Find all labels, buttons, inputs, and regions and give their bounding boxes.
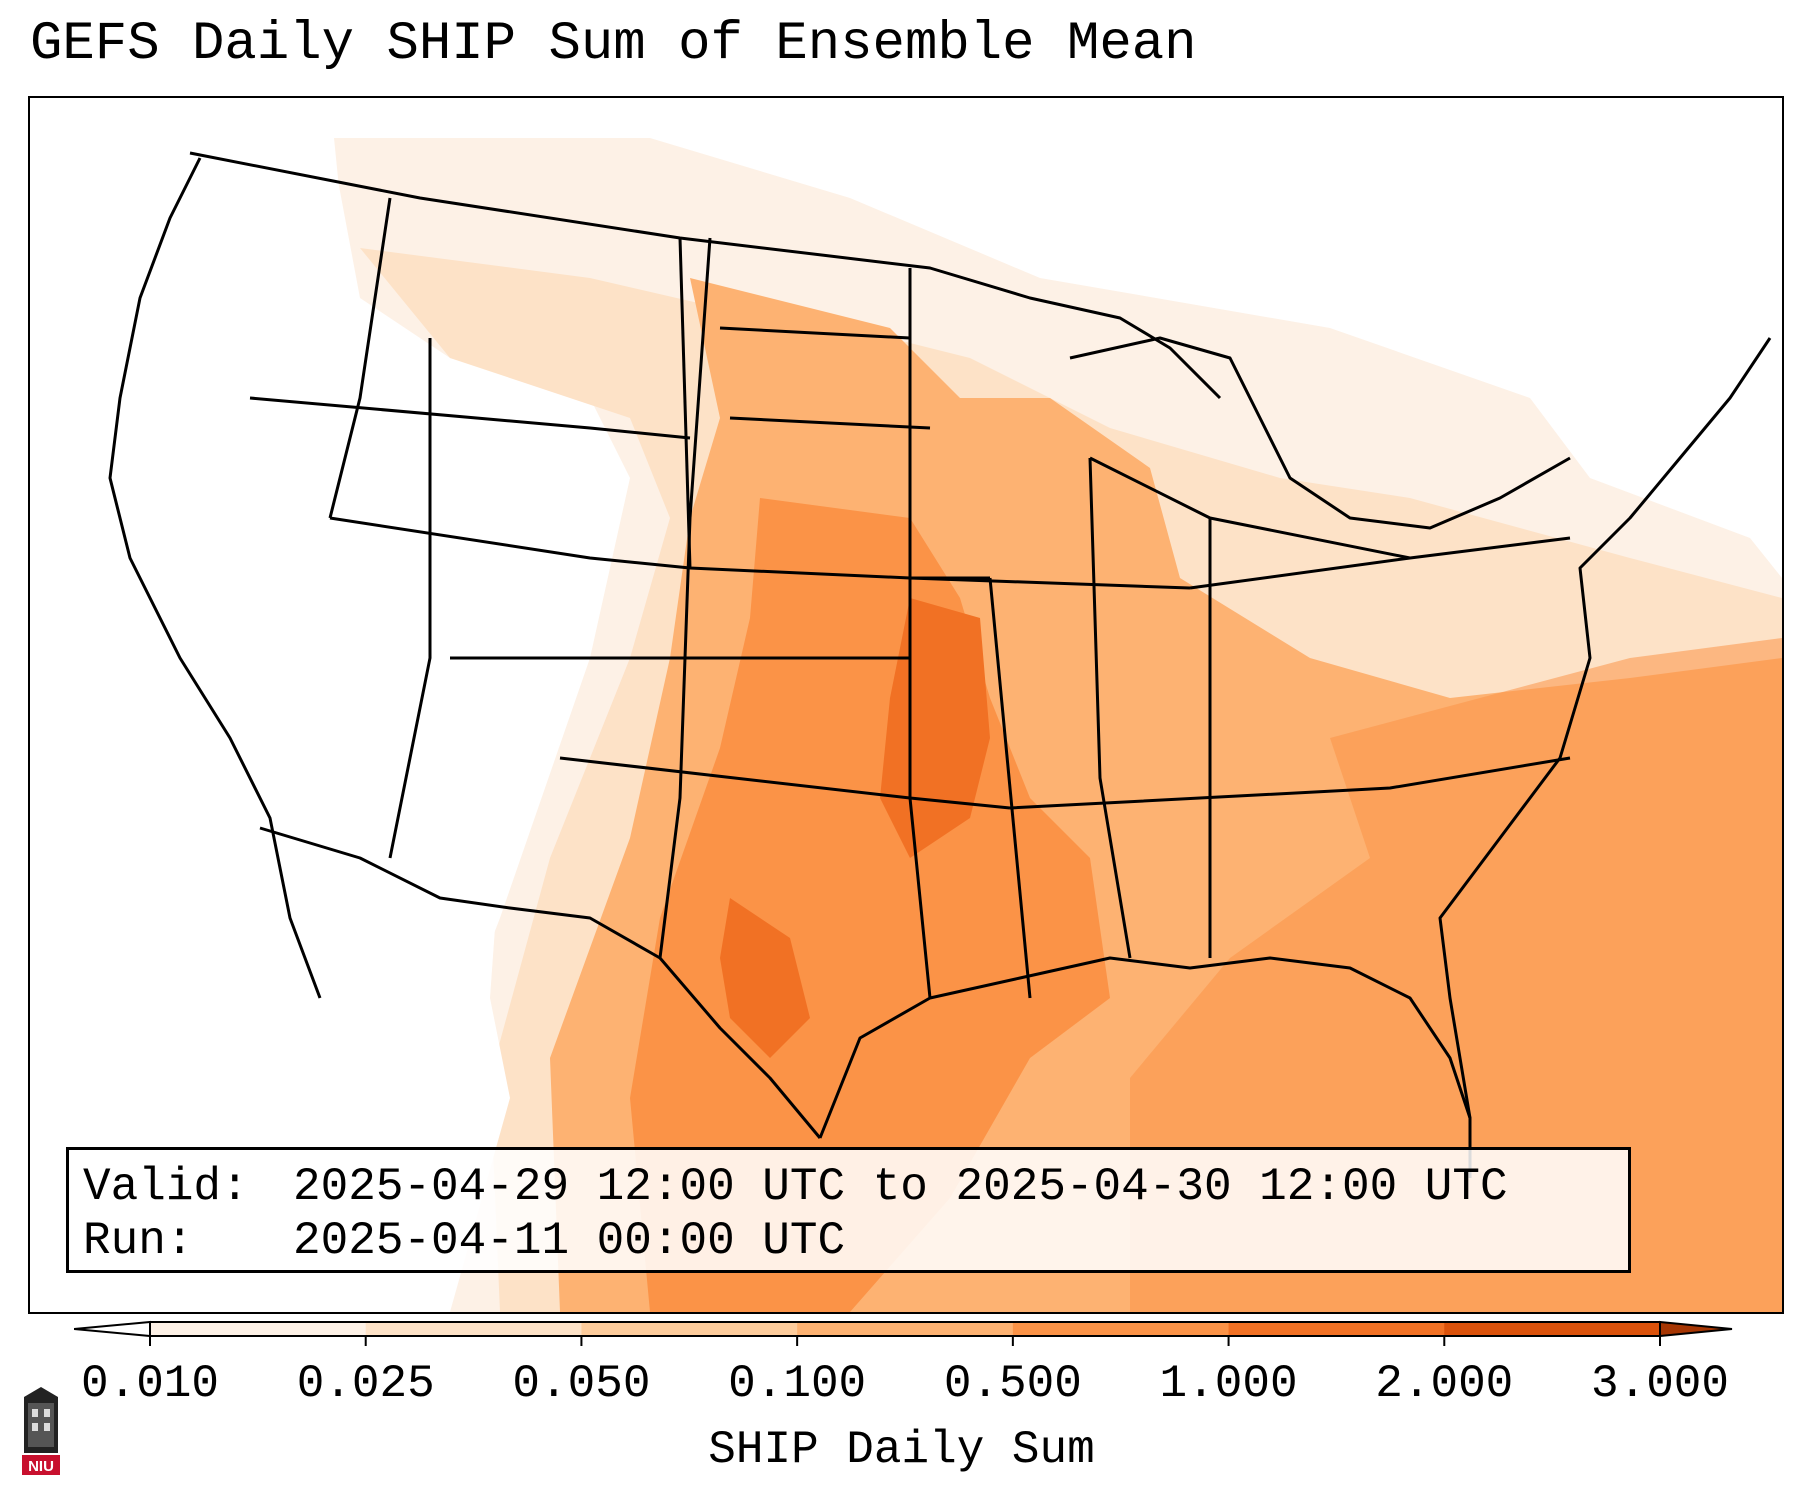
ship-shading <box>30 98 1782 1312</box>
niu-logo: NIU <box>22 1387 60 1475</box>
shade-level-4 <box>630 498 1110 1312</box>
valid-label: Valid: <box>83 1161 249 1213</box>
colorbar-segments <box>74 1320 1733 1338</box>
shade-level-5 <box>880 598 990 858</box>
colorbar-tick-label: 0.100 <box>728 1358 867 1410</box>
colorbar-segment <box>581 1322 798 1336</box>
valid-time-box: Valid: 2025-04-29 12:00 UTC to 2025-04-30… <box>66 1147 1631 1273</box>
run-row: Run: 2025-04-11 00:00 UTC <box>83 1214 1614 1268</box>
map-title: GEFS Daily SHIP Sum of Ensemble Mean <box>30 14 1197 75</box>
run-label: Run: <box>83 1215 194 1267</box>
colorbar-tick-label: 2.000 <box>1375 1358 1514 1410</box>
colorbar-segment <box>797 1322 1014 1336</box>
map-panel[interactable] <box>28 96 1784 1314</box>
shading-map <box>30 98 1782 1312</box>
colorbar-ticks <box>149 1336 1661 1346</box>
shade-level-4-ocean <box>1130 638 1782 1312</box>
map-outlines <box>108 151 1772 1178</box>
shade-level-5b <box>720 898 810 1058</box>
colorbar-tick-label: 1.000 <box>1159 1358 1298 1410</box>
svg-text:NIU: NIU <box>28 1458 54 1475</box>
valid-value: 2025-04-29 12:00 UTC to 2025-04-30 12:00… <box>293 1161 1508 1213</box>
colorbar-title: SHIP Daily Sum <box>708 1424 1095 1476</box>
colorbar-tick-label: 0.025 <box>296 1358 435 1410</box>
colorbar-tick-label: 0.500 <box>943 1358 1082 1410</box>
colorbar-tick-label: 0.050 <box>512 1358 651 1410</box>
colorbar-tick-label: 0.010 <box>80 1358 220 1410</box>
colorbar-segment <box>1228 1322 1445 1336</box>
run-value: 2025-04-11 00:00 UTC <box>293 1215 846 1267</box>
colorbar-over-extension <box>1659 1320 1733 1338</box>
colorbar-tick-label: 3.000 <box>1590 1358 1730 1410</box>
colorbar-segment <box>150 1322 367 1336</box>
colorbar-segment <box>365 1322 582 1336</box>
colorbar-under-extension <box>74 1320 151 1338</box>
shade-none-west <box>30 98 510 1312</box>
colorbar <box>74 1320 1733 1346</box>
valid-row: Valid: 2025-04-29 12:00 UTC to 2025-04-30… <box>83 1160 1614 1214</box>
colorbar-segment <box>1012 1322 1230 1336</box>
colorbar-segment <box>1444 1322 1661 1336</box>
colorbar-frame <box>149 1321 1661 1337</box>
